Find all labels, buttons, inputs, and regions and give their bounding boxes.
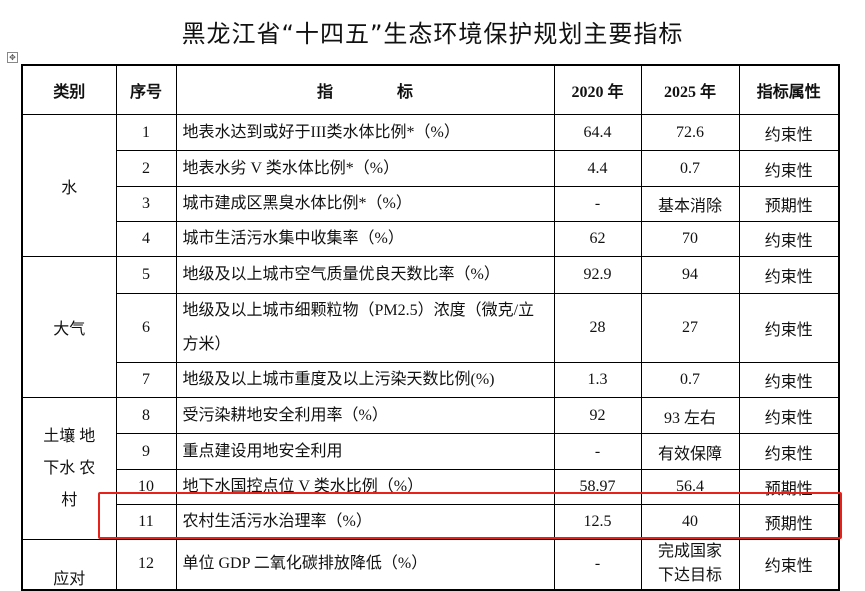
table-row: 6 地级及以上城市细颗粒物（PM2.5）浓度（微克/立方米） 28 27 约束性	[22, 293, 840, 363]
number-cell: 10	[115, 469, 177, 505]
table-header-row: 类别 序号 指 标 2020 年 2025 年 指标属性	[21, 64, 840, 115]
number-cell: 7	[115, 362, 177, 398]
value-2020-cell: 58.97	[553, 469, 642, 505]
value-2025-cell: 0.7	[640, 362, 740, 398]
category-cell: 应对	[21, 539, 117, 590]
indicator-cell: 受污染耕地安全利用率（%）	[175, 397, 555, 434]
number-cell: 2	[115, 150, 177, 187]
value-2025-cell: 基本消除	[640, 186, 740, 222]
attribute-cell: 约束性	[738, 362, 840, 398]
number-cell: 9	[115, 433, 177, 470]
table-row: 2 地表水劣 V 类水体比例*（%） 4.4 0.7 约束性	[22, 150, 840, 187]
number-cell: 8	[115, 397, 177, 434]
category-cell: 大气	[21, 256, 117, 398]
value-2025-cell: 94	[640, 256, 740, 294]
value-2025-cell: 70	[640, 221, 740, 257]
attribute-cell: 约束性	[738, 150, 840, 187]
value-2025-cell: 完成国家下达目标	[640, 539, 740, 590]
value-2025-cell: 72.6	[640, 114, 740, 151]
attribute-cell: 预期性	[738, 469, 840, 505]
value-2020-cell: 12.5	[553, 504, 642, 540]
category-cell: 土壤 地下水 农村	[21, 397, 117, 540]
table-row: 水 1 地表水达到或好于III类水体比例*（%） 64.4 72.6 约束性	[21, 114, 840, 257]
value-2025-cell: 56.4	[640, 469, 740, 505]
table-row: 9 重点建设用地安全利用 - 有效保障 约束性	[22, 433, 840, 470]
table-row: 应对 12 单位 GDP 二氧化碳排放降低（%） - 完成国家下达目标 约束性	[21, 539, 840, 590]
value-2020-cell: 62	[553, 221, 642, 257]
value-2025-cell: 40	[640, 504, 740, 540]
header-2025: 2025 年	[640, 64, 740, 115]
value-2020-cell: 28	[553, 293, 642, 363]
table-row: 3 城市建成区黑臭水体比例*（%） - 基本消除 预期性	[22, 186, 840, 222]
indicator-cell: 地表水劣 V 类水体比例*（%）	[175, 150, 555, 187]
number-cell: 3	[115, 186, 177, 222]
number-cell: 12	[115, 539, 177, 590]
value-2025-cell: 0.7	[640, 150, 740, 187]
indicator-cell: 农村生活污水治理率（%）	[175, 504, 555, 540]
value-2025-cell: 93 左右	[640, 397, 740, 434]
indicator-cell: 地下水国控点位 V 类水比例（%）	[175, 469, 555, 505]
attribute-cell: 约束性	[738, 221, 840, 257]
number-cell: 4	[115, 221, 177, 257]
attribute-cell: 预期性	[738, 186, 840, 222]
number-cell: 5	[115, 256, 177, 294]
attribute-cell: 约束性	[738, 293, 840, 363]
number-cell: 1	[115, 114, 177, 151]
indicator-cell: 单位 GDP 二氧化碳排放降低（%）	[175, 539, 555, 590]
category-cell: 水	[21, 114, 117, 257]
attribute-cell: 预期性	[738, 504, 840, 540]
table-row: 大气 5 地级及以上城市空气质量优良天数比率（%） 92.9 94 约束性	[21, 256, 840, 398]
indicator-table: 类别 序号 指 标 2020 年 2025 年 指标属性 水 1 地表水达到或好于I…	[21, 64, 840, 591]
attribute-cell: 约束性	[738, 539, 840, 590]
header-number: 序号	[115, 64, 177, 115]
table-row: 土壤 地下水 农村 8 受污染耕地安全利用率（%） 92 93 左右 约束性	[21, 397, 840, 540]
value-2020-cell: 64.4	[553, 114, 642, 151]
indicator-cell: 城市建成区黑臭水体比例*（%）	[175, 186, 555, 222]
attribute-cell: 约束性	[738, 397, 840, 434]
indicator-cell: 地级及以上城市细颗粒物（PM2.5）浓度（微克/立方米）	[175, 293, 555, 363]
value-2020-cell: -	[553, 433, 642, 470]
indicator-cell: 地表水达到或好于III类水体比例*（%）	[175, 114, 555, 151]
indicator-cell: 地级及以上城市重度及以上污染天数比例(%)	[175, 362, 555, 398]
value-2020-cell: 92	[553, 397, 642, 434]
value-2025-cell: 有效保障	[640, 433, 740, 470]
indicator-cell: 地级及以上城市空气质量优良天数比率（%）	[175, 256, 555, 294]
attribute-cell: 约束性	[738, 114, 840, 151]
number-cell: 6	[115, 293, 177, 363]
value-2020-cell: 4.4	[553, 150, 642, 187]
header-category: 类别	[21, 64, 117, 115]
value-2025-cell: 27	[640, 293, 740, 363]
header-attribute: 指标属性	[738, 64, 840, 115]
value-2020-cell: -	[553, 186, 642, 222]
attribute-cell: 约束性	[738, 256, 840, 294]
value-2020-cell: -	[553, 539, 642, 590]
table-row: 10 地下水国控点位 V 类水比例（%） 58.97 56.4 预期性	[22, 469, 840, 505]
table-row: 7 地级及以上城市重度及以上污染天数比例(%) 1.3 0.7 约束性	[22, 362, 840, 398]
page-title: 黑龙江省“十四五”生态环境保护规划主要指标	[181, 20, 684, 48]
number-cell: 11	[115, 504, 177, 540]
value-2020-cell: 1.3	[553, 362, 642, 398]
header-2020: 2020 年	[553, 64, 642, 115]
value-2020-cell: 92.9	[553, 256, 642, 294]
attribute-cell: 约束性	[738, 433, 840, 470]
table-row: 11 农村生活污水治理率（%） 12.5 40 预期性	[22, 504, 840, 540]
table-row: 4 城市生活污水集中收集率（%） 62 70 约束性	[22, 221, 840, 257]
indicator-cell: 城市生活污水集中收集率（%）	[175, 221, 555, 257]
indicator-cell: 重点建设用地安全利用	[175, 433, 555, 470]
table-move-handle-icon[interactable]: ✥	[7, 52, 18, 63]
header-indicator: 指 标	[175, 64, 555, 115]
